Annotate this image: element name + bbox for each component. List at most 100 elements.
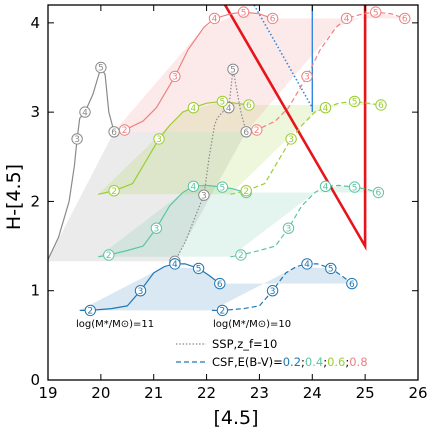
legend-ebv-0.8: 0.8 (349, 355, 367, 369)
legend-csf-label: CSF,E(B-V)=0.2;0.4;0.6;0.8 (212, 355, 368, 369)
x-tick-label-7: 26 (408, 384, 427, 402)
age-marker-label-2-1: 3 (138, 287, 144, 297)
x-tick-label-2: 21 (144, 384, 163, 402)
age-marker-1-1 (198, 189, 210, 201)
age-marker-label-3-0: 2 (220, 307, 226, 317)
age-marker-9-2 (340, 12, 353, 25)
age-marker-label-2-0: 2 (87, 307, 93, 317)
age-marker-3-2 (301, 258, 313, 270)
age-marker-label-2-2: 4 (172, 260, 178, 270)
x-tick-label-0: 19 (38, 384, 57, 402)
shaded-band-2 (98, 185, 379, 257)
age-marker-3-1 (266, 285, 279, 297)
y-tick-label-0: 0 (30, 371, 40, 389)
shaded-band-1 (79, 266, 352, 311)
age-marker-5-1 (282, 222, 295, 234)
annotation-mass-10: log(M*/M⊙)=10 (213, 319, 291, 330)
y-axis-label: H-[4.5] (3, 164, 25, 230)
age-marker-6-1 (153, 133, 165, 145)
x-axis-label: [4.5] (213, 407, 258, 429)
y-tick-label-1: 1 (30, 282, 40, 300)
age-marker-4-0 (103, 249, 115, 261)
age-marker-5-0 (235, 249, 247, 261)
age-marker-label-3-3: 5 (328, 265, 334, 275)
age-marker-2-4 (214, 277, 226, 290)
age-marker-5-3 (348, 181, 361, 193)
age-marker-label-7-3: 5 (352, 98, 358, 108)
shaded-bands (48, 12, 405, 311)
age-marker-4-1 (150, 222, 163, 234)
age-marker-7-0 (240, 185, 252, 197)
age-marker-label-0-0: 3 (74, 135, 80, 145)
age-marker-label-0-3: 6 (111, 128, 117, 138)
age-marker-7-1 (285, 133, 297, 145)
age-marker-label-6-4: 6 (246, 101, 252, 111)
age-marker-4-2 (187, 180, 200, 193)
legend-sep-2: ; (323, 355, 327, 369)
age-marker-label-8-1: 3 (172, 73, 178, 83)
age-marker-label-5-2: 4 (323, 183, 329, 193)
age-marker-3-3 (325, 262, 337, 275)
age-marker-2-0 (84, 304, 97, 317)
age-marker-label-4-2: 4 (191, 183, 197, 193)
legend-ssp-label: SSP,z_f=10 (212, 337, 277, 351)
age-marker-3-4 (346, 277, 358, 290)
age-marker-label-8-4: 6 (270, 15, 276, 25)
age-marker-6-2 (187, 102, 200, 114)
y-tick-label-2: 2 (30, 192, 40, 210)
age-marker-6-0 (108, 185, 120, 197)
shaded-band-4 (114, 12, 405, 132)
age-marker-label-3-2: 4 (304, 260, 310, 270)
legend-ebv-0.4: 0.4 (305, 355, 323, 369)
age-marker-3-0 (216, 304, 229, 317)
age-markers: 3456234562345623456234562345623456234562… (71, 6, 411, 317)
age-marker-label-0-2: 5 (98, 64, 104, 74)
age-marker-label-7-4: 6 (378, 101, 384, 111)
age-marker-label-7-0: 2 (243, 187, 249, 197)
selection-line-1 (253, 4, 313, 109)
y-tick-label-3: 3 (30, 103, 40, 121)
age-marker-5-2 (319, 180, 332, 193)
age-marker-label-2-4: 6 (217, 280, 223, 290)
age-marker-label-5-4: 6 (376, 189, 382, 199)
age-marker-7-3 (348, 95, 361, 108)
series-line-1 (174, 68, 247, 262)
age-marker-8-2 (208, 12, 221, 25)
age-marker-label-3-1: 3 (270, 287, 276, 297)
x-tick-label-5: 24 (303, 384, 322, 402)
shaded-band-0 (48, 131, 247, 262)
age-marker-label-3-4: 6 (349, 280, 355, 290)
legend-sep-3: ; (345, 355, 349, 369)
age-marker-label-6-0: 2 (111, 187, 117, 197)
age-marker-9-3 (370, 6, 382, 18)
age-marker-label-4-1: 3 (154, 224, 160, 234)
age-marker-2-1 (134, 285, 147, 297)
age-marker-label-6-2: 4 (191, 104, 197, 114)
series-line-7 (230, 100, 382, 195)
age-marker-5-4 (372, 186, 385, 199)
selection-lines (223, 4, 367, 251)
age-marker-label-9-1: 3 (304, 73, 310, 83)
age-marker-label-5-0: 2 (238, 251, 244, 261)
age-marker-0-2 (95, 61, 107, 74)
age-marker-label-9-0: 2 (254, 126, 260, 136)
series-line-9 (246, 11, 405, 133)
age-marker-8-4 (266, 12, 279, 25)
age-marker-label-5-3: 5 (352, 183, 358, 193)
age-marker-7-4 (375, 99, 387, 111)
age-marker-2-3 (192, 262, 205, 275)
age-marker-8-0 (118, 124, 131, 136)
x-tick-label-4: 23 (250, 384, 269, 402)
age-marker-label-1-3: 5 (230, 66, 236, 76)
age-marker-1-3 (227, 63, 239, 76)
age-marker-7-2 (319, 102, 332, 114)
y-tick-label-4: 4 (30, 14, 40, 32)
age-marker-8-3 (237, 6, 250, 18)
plot-frame (47, 4, 419, 381)
age-marker-9-0 (251, 124, 263, 136)
age-marker-6-4 (243, 99, 255, 111)
age-marker-0-1 (79, 106, 91, 118)
age-marker-9-4 (399, 12, 411, 25)
